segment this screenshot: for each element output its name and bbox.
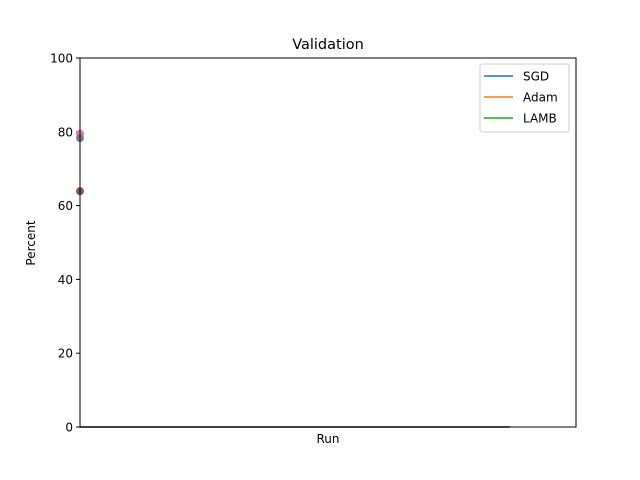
y-tick-label-20: 20 xyxy=(58,347,73,361)
y-tick-label-80: 80 xyxy=(58,125,73,139)
chart-title: Validation xyxy=(292,37,364,53)
legend: SGD Adam LAMB xyxy=(479,63,570,133)
x-axis-label: Run xyxy=(316,432,339,446)
y-tick-label-40: 40 xyxy=(58,273,73,287)
legend-box xyxy=(479,63,570,133)
legend-label-lamb: LAMB xyxy=(523,112,557,126)
y-tick-label-0: 0 xyxy=(65,421,73,435)
legend-label-adam: Adam xyxy=(523,91,558,105)
plot-frame xyxy=(79,57,577,428)
legend-label-sgd: SGD xyxy=(523,70,549,84)
y-tick-label-100: 100 xyxy=(50,52,73,66)
y-axis-label: Percent xyxy=(24,220,38,265)
y-tick-label-60: 60 xyxy=(58,199,73,213)
